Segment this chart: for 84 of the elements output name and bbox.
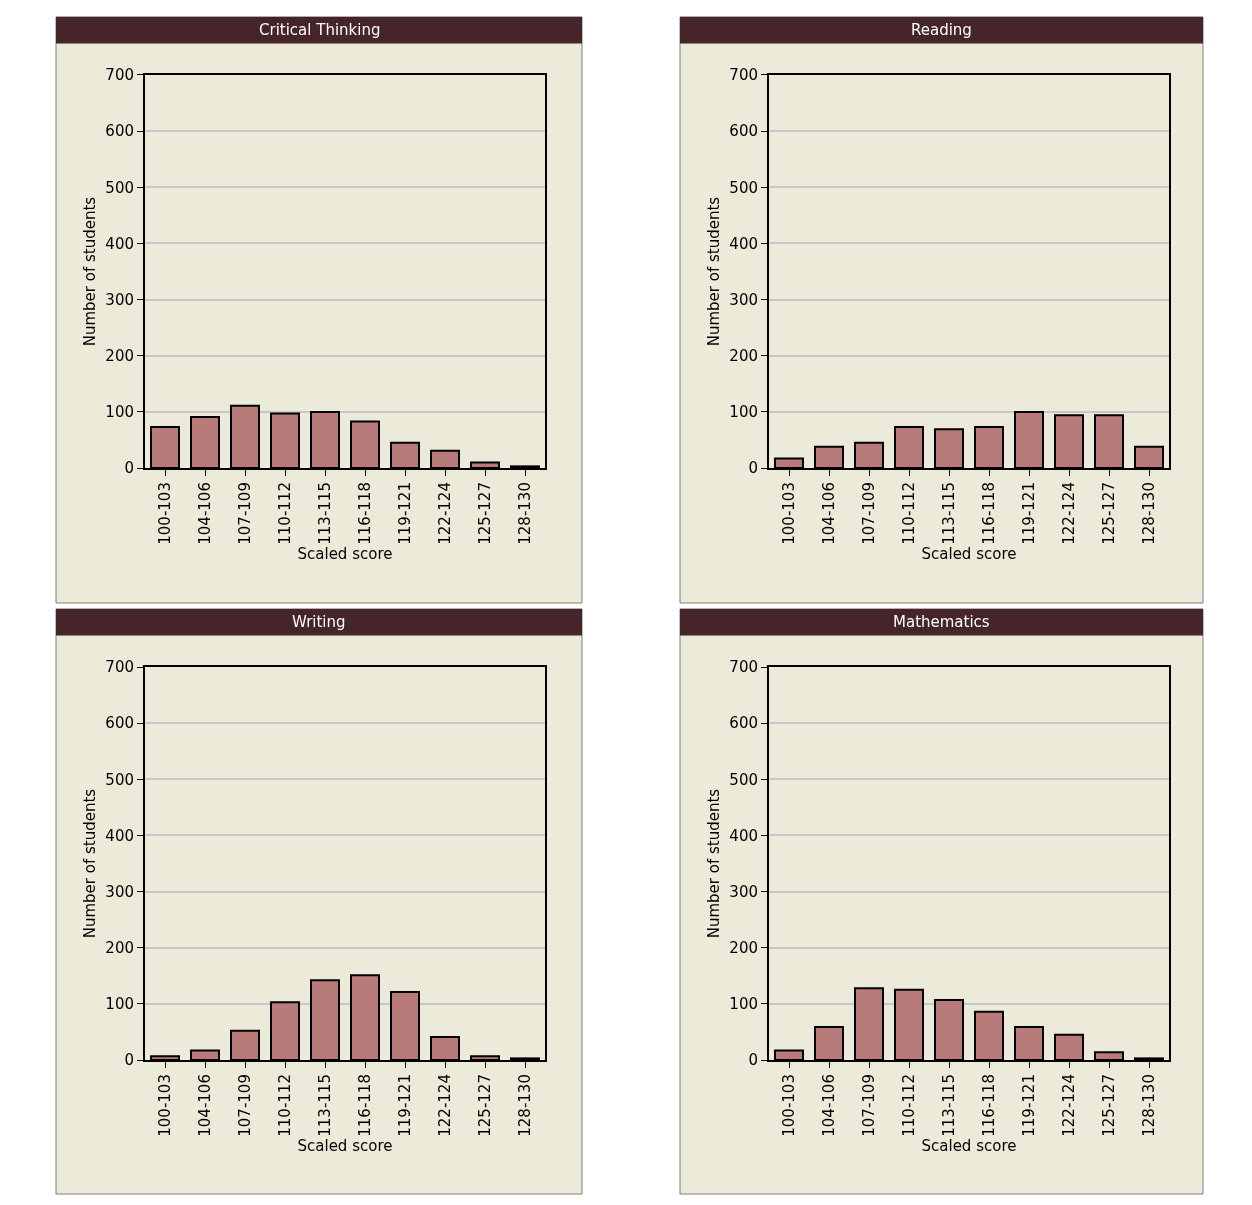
y-tick-label: 500	[729, 770, 758, 789]
x-tick-label: 116-118	[979, 1074, 998, 1137]
y-tick-label: 200	[105, 939, 134, 958]
x-tick-label: 110-112	[275, 482, 294, 545]
y-tick-label: 100	[105, 995, 134, 1014]
y-tick-label: 0	[748, 459, 758, 478]
x-tick-label: 104-106	[195, 1074, 214, 1137]
y-tick-label: 100	[729, 403, 758, 422]
y-tick-label: 400	[105, 826, 134, 845]
x-tick-label: 122-124	[1059, 1074, 1078, 1137]
x-tick-label: 122-124	[435, 1074, 454, 1137]
y-tick-label: 0	[748, 1051, 758, 1070]
x-tick-label: 100-103	[779, 1074, 798, 1137]
y-tick-label: 100	[729, 995, 758, 1014]
x-tick-label: 107-109	[235, 482, 254, 545]
y-tick-label: 600	[105, 714, 134, 733]
x-tick-label: 107-109	[859, 482, 878, 545]
y-tick-label: 700	[105, 66, 134, 85]
x-tick-label: 113-115	[939, 482, 958, 545]
x-tick-label: 104-106	[195, 482, 214, 545]
x-tick-label: 128-130	[515, 482, 534, 545]
x-tick-label: 110-112	[899, 482, 918, 545]
y-tick-label: 500	[105, 178, 134, 197]
x-axis-title: Scaled score	[921, 544, 1017, 563]
y-tick-label: 600	[729, 122, 758, 141]
y-tick-label: 300	[105, 290, 134, 309]
chart-title: Mathematics	[893, 613, 990, 631]
x-axis-title: Scaled score	[921, 1136, 1017, 1155]
y-axis-title: Number of students	[705, 196, 724, 347]
y-tick-label: 600	[729, 714, 758, 733]
x-tick-label: 110-112	[899, 1074, 918, 1137]
x-tick-label: 100-103	[155, 1074, 174, 1137]
x-tick-label: 125-127	[475, 1074, 494, 1137]
y-tick-label: 500	[729, 178, 758, 197]
x-tick-label: 110-112	[275, 1074, 294, 1137]
x-tick-label: 100-103	[779, 482, 798, 545]
x-tick-label: 100-103	[155, 482, 174, 545]
x-tick-label: 113-115	[315, 1074, 334, 1137]
x-tick-label: 116-118	[355, 1074, 374, 1137]
x-tick-label: 104-106	[819, 482, 838, 545]
y-tick-label: 200	[105, 346, 134, 365]
x-tick-label: 128-130	[515, 1074, 534, 1137]
x-tick-label: 119-121	[1019, 1074, 1038, 1137]
x-tick-label: 122-124	[435, 482, 454, 545]
x-tick-label: 104-106	[819, 1074, 838, 1137]
x-axis-title: Scaled score	[297, 1136, 393, 1155]
y-tick-label: 700	[729, 66, 758, 85]
x-tick-label: 107-109	[235, 1074, 254, 1137]
x-axis-title: Scaled score	[297, 544, 393, 563]
x-tick-label: 107-109	[859, 1074, 878, 1137]
y-tick-label: 700	[105, 658, 134, 677]
x-tick-label: 122-124	[1059, 482, 1078, 545]
y-tick-label: 0	[124, 1051, 134, 1070]
y-tick-label: 300	[729, 882, 758, 901]
y-tick-label: 200	[729, 346, 758, 365]
y-tick-label: 400	[729, 234, 758, 253]
x-tick-label: 125-127	[475, 482, 494, 545]
chart-title: Critical Thinking	[259, 21, 381, 39]
x-tick-label: 119-121	[395, 482, 414, 545]
x-tick-label: 125-127	[1099, 482, 1118, 545]
y-tick-label: 300	[729, 290, 758, 309]
x-tick-label: 116-118	[979, 482, 998, 545]
y-tick-label: 700	[729, 658, 758, 677]
x-tick-label: 125-127	[1099, 1074, 1118, 1137]
y-axis-title: Number of students	[81, 196, 100, 347]
x-tick-label: 119-121	[1019, 482, 1038, 545]
y-tick-label: 200	[729, 939, 758, 958]
y-axis-title: Number of students	[705, 788, 724, 939]
x-tick-label: 113-115	[939, 1074, 958, 1137]
chart-title: Reading	[911, 21, 972, 39]
x-tick-label: 116-118	[355, 482, 374, 545]
chart-title: Writing	[292, 613, 346, 631]
x-tick-label: 128-130	[1139, 1074, 1158, 1137]
x-tick-label: 113-115	[315, 482, 334, 545]
y-tick-label: 0	[124, 459, 134, 478]
y-tick-label: 400	[105, 234, 134, 253]
x-tick-label: 128-130	[1139, 482, 1158, 545]
x-tick-label: 119-121	[395, 1074, 414, 1137]
y-tick-label: 500	[105, 770, 134, 789]
y-tick-label: 400	[729, 826, 758, 845]
y-tick-label: 600	[105, 122, 134, 141]
y-tick-label: 100	[105, 403, 134, 422]
y-axis-title: Number of students	[81, 788, 100, 939]
y-tick-label: 300	[105, 882, 134, 901]
